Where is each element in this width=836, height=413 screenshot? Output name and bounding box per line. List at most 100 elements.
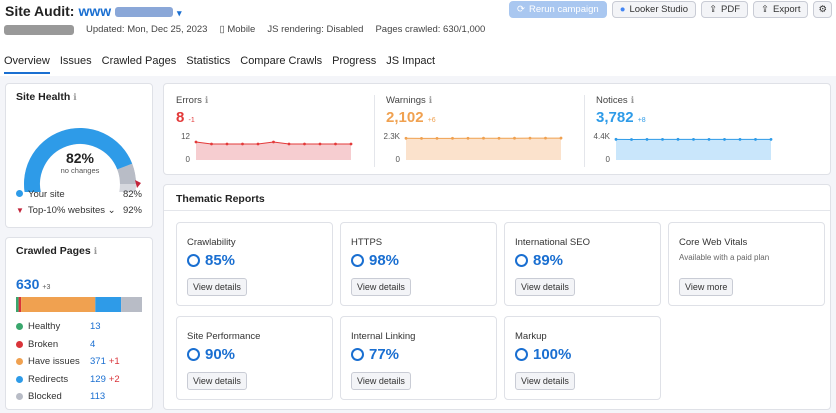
crawled-total[interactable]: 630 +3 — [16, 276, 51, 292]
rerun-campaign-button[interactable]: ⟳ Rerun campaign — [509, 1, 607, 18]
sparkline-point[interactable] — [723, 138, 726, 141]
sparkline-point[interactable] — [349, 142, 353, 146]
sparkline-point[interactable] — [435, 136, 439, 140]
sparkline-point[interactable] — [318, 142, 322, 146]
view-details-button[interactable]: View details — [187, 372, 247, 390]
view-details-button[interactable]: View details — [351, 278, 411, 296]
info-icon[interactable]: ℹ — [73, 92, 77, 102]
site-health-card: Site Health ℹ 82% no changes Your site 82… — [5, 83, 153, 228]
crawled-item-value[interactable]: 13 — [90, 321, 101, 332]
crawled-bar-segment-broken[interactable] — [18, 297, 22, 312]
sparkline-point[interactable] — [404, 136, 408, 140]
sparkline-point[interactable] — [559, 136, 563, 140]
sparkline-point[interactable] — [256, 142, 260, 146]
sparkline-point[interactable] — [645, 138, 649, 141]
sparkline-point[interactable] — [210, 142, 213, 146]
sparkline-point[interactable] — [630, 138, 633, 141]
info-icon[interactable]: ℹ — [93, 246, 98, 256]
crawled-item-value[interactable]: 129 — [90, 373, 106, 385]
tab-compare-crawls[interactable]: Compare Crawls — [240, 55, 323, 67]
sparkline-point[interactable] — [303, 142, 306, 146]
info-icon[interactable]: ℹ — [428, 95, 433, 105]
top10-row[interactable]: ▼ Top-10% websites ⌄ 92% — [16, 205, 142, 216]
report-card-core-web-vitals: Core Web Vitals Available with a paid pla… — [668, 222, 825, 306]
sparkline-point[interactable] — [754, 138, 757, 141]
crawled-item-healthy[interactable]: Healthy 13 — [16, 321, 142, 332]
metric-value[interactable]: 8 -1 — [176, 109, 195, 126]
sparkline-point[interactable] — [707, 137, 711, 141]
settings-button[interactable]: ⚙ — [813, 1, 832, 18]
sparkline-point[interactable] — [334, 142, 337, 146]
view-details-button[interactable]: View details — [515, 278, 575, 296]
sparkline-point[interactable] — [769, 137, 773, 141]
metric-delta: +8 — [637, 117, 646, 124]
crawled-item-value[interactable]: 113 — [90, 391, 106, 402]
pdf-button[interactable]: ⇪ PDF — [701, 1, 749, 18]
refresh-icon: ⟳ — [517, 4, 525, 15]
sparkline-point[interactable] — [241, 142, 244, 146]
project-url[interactable]: www ▾ — [78, 3, 182, 19]
progress-ring-icon — [515, 254, 528, 267]
sparkline-point[interactable] — [272, 140, 275, 144]
sparkline-point[interactable] — [225, 142, 229, 146]
sparkline-point[interactable] — [676, 137, 680, 141]
tab-crawled-pages[interactable]: Crawled Pages — [101, 55, 177, 67]
sparkline-point[interactable] — [194, 140, 198, 144]
sparkline-point[interactable] — [497, 136, 501, 140]
view-details-button[interactable]: View details — [351, 372, 411, 390]
report-card-international-seo: International SEO 89% View details — [504, 222, 661, 306]
report-score: 89% — [533, 252, 564, 269]
crawled-item-have-issues[interactable]: Have issues 371 +1 — [16, 356, 142, 367]
metric-label: Errors — [176, 95, 202, 106]
sparkline-point[interactable] — [482, 136, 485, 140]
sparkline-area — [406, 138, 561, 160]
sparkline-point[interactable] — [738, 138, 742, 141]
crawled-bar-segment-redirects[interactable] — [95, 297, 122, 312]
sparkline-point[interactable] — [513, 136, 516, 140]
sparkline-ymin-label: 0 — [186, 155, 191, 164]
tabs: Overview Issues Crawled Pages Statistics… — [4, 55, 435, 74]
sparkline-point[interactable] — [420, 137, 423, 140]
metric-value[interactable]: 2,102 +6 — [386, 109, 436, 126]
crawled-item-redirects[interactable]: Redirects 129 +2 — [16, 374, 142, 385]
view-more-button[interactable]: View more — [679, 278, 734, 296]
metric-value[interactable]: 3,782 +8 — [596, 109, 646, 126]
sparkline-point[interactable] — [466, 136, 470, 140]
export-button[interactable]: ⇪ Export — [753, 1, 809, 18]
tab-progress[interactable]: Progress — [332, 55, 377, 67]
view-details-button[interactable]: View details — [187, 278, 247, 296]
tab-issues[interactable]: Issues — [59, 55, 92, 67]
crawled-bar-segment-blocked[interactable] — [121, 297, 142, 312]
top10-marker — [134, 180, 141, 189]
tab-overview[interactable]: Overview — [4, 55, 50, 74]
report-name: Internal Linking — [351, 331, 416, 342]
sparkline-point[interactable] — [692, 138, 695, 141]
sparkline-point[interactable] — [614, 137, 618, 141]
sparkline-ymin-label: 0 — [606, 155, 611, 164]
progress-ring-icon — [515, 348, 528, 361]
info-icon[interactable]: ℹ — [204, 95, 209, 105]
view-details-button[interactable]: View details — [515, 372, 575, 390]
crawled-item-delta: +1 — [108, 356, 120, 367]
crawled-item-value[interactable]: 4 — [90, 338, 96, 350]
crawled-item-label: Blocked — [28, 391, 62, 402]
sparkline-point[interactable] — [451, 136, 454, 140]
gear-icon: ⚙ — [818, 4, 827, 15]
crawled-bar-segment-have-issues[interactable] — [21, 297, 96, 312]
looker-studio-button[interactable]: ● Looker Studio — [611, 1, 697, 18]
report-score: 77% — [369, 346, 400, 363]
gauge-top-segment — [117, 163, 137, 185]
sparkline-point[interactable] — [287, 142, 291, 146]
sparkline-point[interactable] — [528, 136, 532, 140]
tab-js-impact[interactable]: JS Impact — [386, 55, 436, 67]
crawled-item-broken[interactable]: Broken 4 — [16, 339, 142, 350]
sparkline-point[interactable] — [544, 136, 547, 140]
sparkline-point[interactable] — [661, 137, 664, 141]
info-icon[interactable]: ℹ — [630, 95, 635, 105]
crawled-item-blocked[interactable]: Blocked 113 — [16, 391, 142, 402]
crawled-bar-segment-healthy[interactable] — [16, 297, 19, 312]
tab-statistics[interactable]: Statistics — [186, 55, 231, 67]
sparkline-area — [196, 142, 351, 160]
crawled-item-label: Broken — [28, 338, 59, 350]
crawled-item-value[interactable]: 371 — [90, 356, 106, 367]
